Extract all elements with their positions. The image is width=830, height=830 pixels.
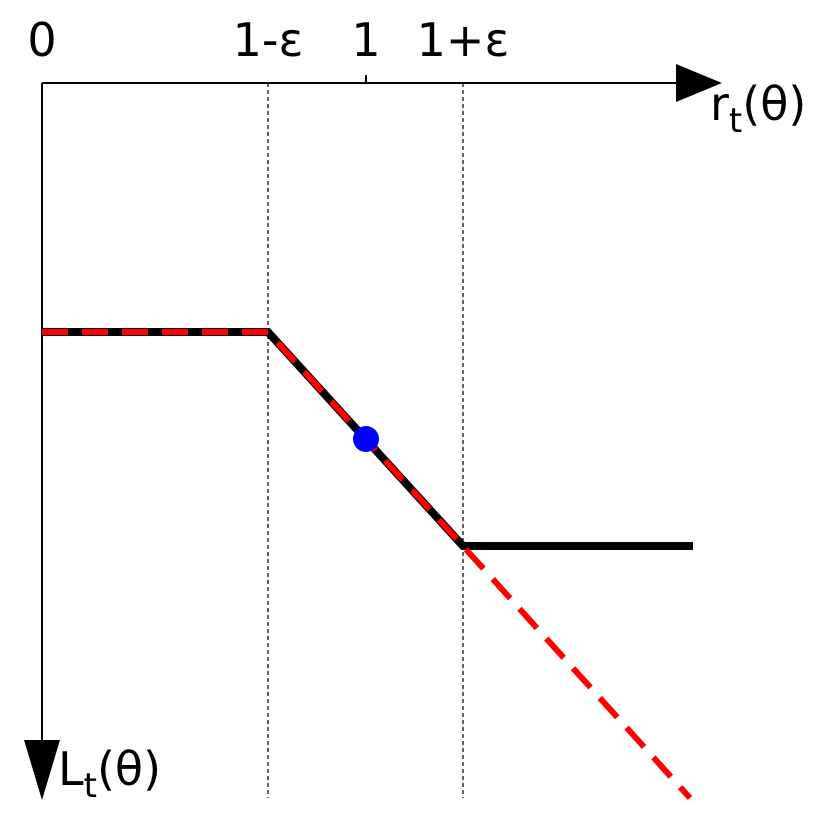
y-axis-label: Lt(θ) xyxy=(58,742,161,806)
label-base: r xyxy=(710,77,729,131)
surrogate-objective xyxy=(42,329,693,801)
y-axis-arrow xyxy=(24,740,60,800)
x-axis-arrow xyxy=(676,64,722,102)
label-sub: t xyxy=(84,766,97,806)
tick-label: 0 xyxy=(27,13,56,67)
label-base: L xyxy=(58,742,84,796)
label-arg: (θ) xyxy=(97,742,161,796)
point xyxy=(353,426,379,452)
tick-label: 1+ε xyxy=(417,13,510,67)
tick-label: 1 xyxy=(351,13,380,67)
tick-label: 1-ε xyxy=(233,13,304,67)
label-sub: t xyxy=(729,101,742,141)
label-arg: (θ) xyxy=(742,77,806,131)
x-axis-label: rt(θ) xyxy=(710,77,806,141)
